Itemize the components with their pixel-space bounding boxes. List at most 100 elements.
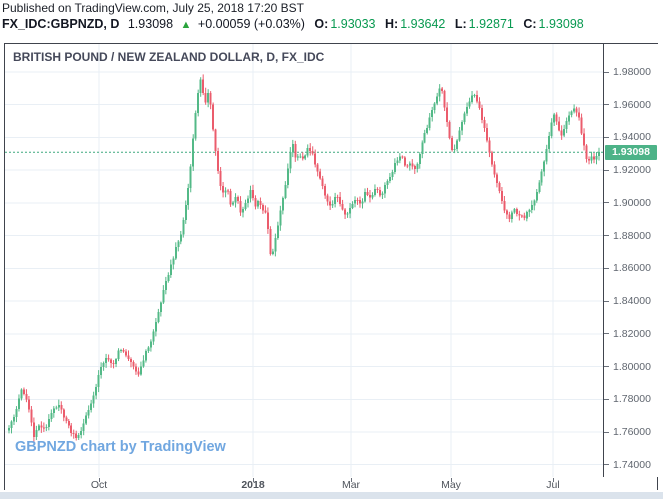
candle-body (254, 198, 257, 207)
candle-body (289, 152, 292, 169)
candle-body (132, 362, 135, 367)
candle-body (354, 200, 357, 204)
time-tick-label: Jul (546, 479, 560, 491)
candle-body (485, 128, 488, 141)
candle-body (413, 166, 416, 169)
time-tick (253, 478, 254, 482)
time-tick (351, 478, 352, 482)
candle-body (518, 213, 521, 216)
candle-body (85, 415, 88, 424)
candle-body (366, 192, 369, 195)
candle-body (139, 366, 142, 375)
price-tick-label: 1.76000 (613, 426, 651, 438)
candle-body (232, 202, 235, 205)
candle-body (237, 196, 240, 201)
time-tick-label: Oct (90, 479, 108, 491)
candle-body (553, 114, 556, 123)
candle-body (441, 88, 444, 92)
candle-body (503, 201, 506, 211)
price-tick (604, 333, 609, 335)
candle-body (222, 186, 225, 193)
price-tick (604, 104, 609, 106)
candle-body (408, 163, 411, 166)
candle-body (483, 119, 486, 129)
candle-body (498, 183, 501, 191)
candle-body (349, 207, 352, 214)
candle-body (535, 192, 538, 201)
candle-body (75, 433, 78, 439)
open-value: 1.93033 (330, 17, 376, 31)
candle-body (598, 152, 600, 157)
candle-body (50, 413, 53, 419)
candle-body (339, 197, 342, 205)
price-tick-label: 1.92000 (613, 164, 651, 177)
published-line: Published on TradingView.com, July 25, 2… (2, 1, 304, 15)
candle-body (137, 371, 140, 375)
candle-body (585, 145, 588, 159)
candle-body (545, 148, 548, 162)
candle-body (164, 281, 167, 290)
candle-body (334, 196, 337, 204)
candle-body (368, 194, 371, 198)
candle-body (251, 189, 254, 199)
candle-body (461, 122, 464, 131)
candle-body (481, 108, 483, 120)
candle-body (219, 170, 222, 187)
candle-body (92, 395, 95, 404)
candle-body (401, 156, 404, 158)
ticker-line: FX_IDC:GBPNZD, D 1.93098 ▲ +0.00059 (+0.… (2, 17, 584, 31)
last-price: 1.93098 (127, 17, 174, 31)
price-tick-label: 1.78000 (613, 393, 651, 406)
candle-body (319, 171, 322, 179)
candle-body (324, 186, 327, 196)
candle-body (52, 408, 55, 413)
candle-body (495, 174, 498, 184)
candle-body (15, 408, 18, 418)
candle-body (500, 190, 503, 202)
candle-body (179, 234, 182, 242)
candle-body (568, 115, 571, 122)
open-label: O: (314, 17, 329, 31)
candle-body (376, 189, 379, 191)
candle-body (468, 101, 471, 107)
candle-body (341, 204, 344, 210)
candle-body (513, 209, 516, 213)
chart-title: BRITISH POUND / NEW ZEALAND DOLLAR, D, F… (13, 50, 325, 64)
candle-body (363, 192, 366, 202)
candle-body (110, 359, 113, 363)
candle-body (22, 389, 25, 394)
price-axis[interactable]: 1.98000 1.96000 1.94000 1.92000 1.90000 1.880… (604, 44, 659, 477)
candle-body (595, 156, 598, 160)
candle-body (588, 159, 591, 161)
candle-body (17, 398, 20, 409)
candle-body (304, 155, 307, 159)
candle-body (152, 331, 155, 342)
price-tick-label: 1.98000 (613, 66, 651, 78)
candle-body (276, 225, 279, 238)
candle-body (100, 366, 103, 376)
candle-body (217, 151, 220, 171)
candle-body (57, 404, 60, 408)
candle-body (144, 351, 147, 361)
chart-canvas[interactable]: BRITISH POUND / NEW ZEALAND DOLLAR, D, F… (5, 44, 604, 477)
candle-body (296, 156, 299, 158)
candle-body (256, 201, 259, 207)
price-tick-label: 1.88000 (613, 229, 651, 242)
price-tick-label: 1.96000 (613, 98, 651, 111)
price-tick (604, 71, 609, 73)
price-tick-label: 1.94000 (613, 131, 651, 144)
price-tick-label: 1.86000 (613, 262, 651, 275)
candle-body (583, 133, 586, 146)
candle-body (192, 138, 195, 167)
candle-body (533, 200, 536, 206)
candle-body (520, 215, 523, 217)
time-axis[interactable]: Oct 2018 Mar May Jul (5, 478, 657, 491)
price-tick (604, 431, 609, 433)
candle-body (558, 121, 561, 131)
price-tick (604, 202, 609, 204)
candle-body (167, 275, 170, 281)
candle-body (329, 201, 332, 206)
tradingview-watermark-link[interactable]: GBPNZD chart by TradingView (15, 439, 226, 455)
candle-body (214, 129, 217, 152)
candle-body (274, 237, 277, 252)
